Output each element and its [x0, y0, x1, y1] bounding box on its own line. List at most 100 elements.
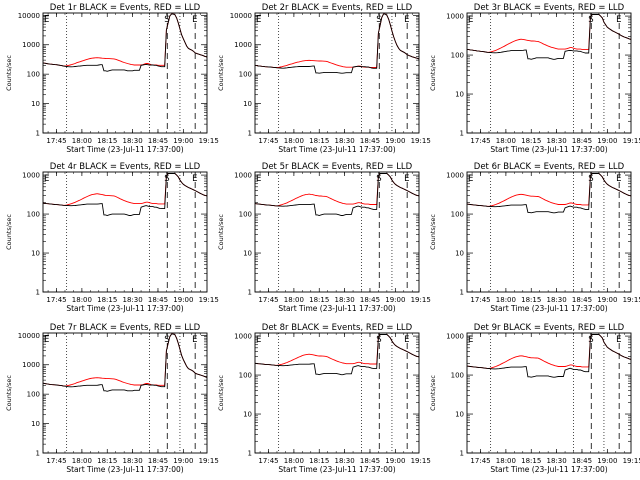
- x-tick-label: 19:00: [173, 296, 193, 304]
- x-tick-label: 18:15: [309, 457, 329, 465]
- x-axis-label: Start Time (23-Jul-11 17:37:00): [490, 304, 607, 313]
- y-tick-label: 10: [243, 411, 252, 419]
- y-tick-label: 1000: [234, 41, 252, 49]
- y-tick-label: 10: [243, 100, 252, 108]
- y-axis-label: Counts/sec: [5, 55, 13, 91]
- y-tick-label: 1: [460, 289, 464, 297]
- chart-panel-1: Det 1r BLACK = Events, RED = LLD Counts/s…: [5, 3, 219, 154]
- event-marker-start-edge: E: [468, 15, 473, 25]
- chart-title: Det 1r BLACK = Events, RED = LLD: [50, 3, 201, 13]
- y-tick-label: 1: [36, 130, 40, 138]
- y-tick-label: 100: [451, 211, 464, 219]
- x-tick-label: 18:30: [335, 457, 355, 465]
- y-tick-label: 1: [460, 450, 464, 458]
- x-tick-label: 18:00: [72, 457, 92, 465]
- chart-title: Det 3r BLACK = Events, RED = LLD: [474, 3, 625, 13]
- x-tick-label: 18:45: [360, 457, 380, 465]
- event-marker-start-edge: E: [44, 335, 49, 345]
- x-tick-label: 19:00: [597, 296, 617, 304]
- chart-panel-8: Det 8r BLACK = Events, RED = LLD Counts/s…: [217, 323, 431, 474]
- event-marker-s: S: [164, 174, 169, 184]
- x-tick-label: 17:45: [46, 137, 66, 145]
- y-tick-label: 1000: [234, 333, 252, 341]
- plot-frame: [42, 332, 208, 454]
- y-tick-label: 10: [455, 250, 464, 258]
- x-tick-label: 19:15: [411, 457, 431, 465]
- series-line-events: [467, 14, 631, 60]
- x-tick-label: 18:30: [123, 137, 143, 145]
- chart-title: Det 5r BLACK = Events, RED = LLD: [262, 162, 413, 172]
- series-line-lld: [43, 173, 207, 206]
- y-tick-label: 10: [31, 100, 40, 108]
- x-tick-label: 18:00: [72, 137, 92, 145]
- plot-frame: [466, 332, 632, 454]
- x-tick-label: 18:15: [97, 457, 117, 465]
- x-tick-label: 19:15: [623, 137, 640, 145]
- event-marker-e: E: [404, 15, 409, 25]
- event-marker-start-edge: E: [256, 15, 261, 25]
- chart-panel-2: Det 2r BLACK = Events, RED = LLD Counts/s…: [217, 3, 431, 154]
- x-tick-label: 19:15: [199, 137, 219, 145]
- chart-title: Det 4r BLACK = Events, RED = LLD: [50, 162, 201, 172]
- x-tick-label: 18:30: [335, 296, 355, 304]
- y-tick-label: 100: [451, 372, 464, 380]
- x-tick-label: 18:15: [97, 137, 117, 145]
- y-tick-label: 1000: [22, 41, 40, 49]
- chart-title: Det 9r BLACK = Events, RED = LLD: [474, 323, 625, 333]
- x-axis-label: Start Time (23-Jul-11 17:37:00): [278, 465, 395, 474]
- x-axis-label: Start Time (23-Jul-11 17:37:00): [278, 145, 395, 154]
- y-axis-label: Counts/sec: [5, 375, 13, 411]
- event-marker-start-edge: E: [44, 174, 49, 184]
- chart-panel-9: Det 9r BLACK = Events, RED = LLD Counts/s…: [429, 323, 640, 474]
- event-marker-e: E: [192, 335, 197, 345]
- y-axis-label: Counts/sec: [429, 214, 437, 250]
- x-tick-label: 18:45: [572, 457, 592, 465]
- plot-frame: [42, 171, 208, 293]
- x-tick-label: 19:15: [199, 457, 219, 465]
- x-tick-label: 19:00: [385, 296, 405, 304]
- x-tick-label: 18:30: [547, 137, 567, 145]
- event-marker-s: S: [164, 335, 169, 345]
- event-marker-e: E: [616, 335, 621, 345]
- x-tick-label: 18:15: [521, 296, 541, 304]
- x-tick-label: 18:45: [148, 137, 168, 145]
- event-marker-s: S: [588, 335, 593, 345]
- event-marker-e: E: [192, 15, 197, 25]
- series-line-lld: [43, 333, 207, 387]
- plot-frame: [466, 171, 632, 293]
- event-marker-e: E: [192, 174, 197, 184]
- series-line-events: [255, 173, 419, 216]
- x-axis-label: Start Time (23-Jul-11 17:37:00): [278, 304, 395, 313]
- y-tick-label: 100: [27, 211, 40, 219]
- x-tick-label: 18:15: [309, 296, 329, 304]
- x-tick-label: 18:15: [309, 137, 329, 145]
- chart-panel-3: Det 3r BLACK = Events, RED = LLD Counts/s…: [429, 3, 640, 154]
- event-marker-s: S: [164, 15, 169, 25]
- y-tick-label: 1: [248, 450, 252, 458]
- x-tick-label: 17:45: [470, 296, 490, 304]
- x-tick-label: 18:15: [521, 137, 541, 145]
- x-tick-label: 19:00: [597, 457, 617, 465]
- y-axis-label: Counts/sec: [429, 55, 437, 91]
- y-axis-label: Counts/sec: [5, 214, 13, 250]
- chart-panel-6: Det 6r BLACK = Events, RED = LLD Counts/s…: [429, 162, 640, 313]
- event-marker-s: S: [376, 15, 381, 25]
- y-tick-label: 10: [31, 250, 40, 258]
- event-marker-e: E: [616, 174, 621, 184]
- series-line-lld: [255, 13, 419, 68]
- series-line-events: [467, 173, 631, 214]
- event-marker-e: E: [616, 15, 621, 25]
- event-marker-start-edge: E: [256, 335, 261, 345]
- x-tick-label: 17:45: [470, 137, 490, 145]
- chart-title: Det 6r BLACK = Events, RED = LLD: [474, 162, 625, 172]
- x-tick-label: 17:45: [46, 457, 66, 465]
- series-line-events: [255, 13, 419, 74]
- y-tick-label: 1000: [446, 333, 464, 341]
- y-axis-label: Counts/sec: [217, 375, 225, 411]
- chart-title: Det 8r BLACK = Events, RED = LLD: [262, 323, 413, 333]
- x-tick-label: 19:15: [623, 296, 640, 304]
- y-tick-label: 100: [239, 372, 252, 380]
- y-tick-label: 100: [239, 71, 252, 79]
- event-marker-s: S: [588, 15, 593, 25]
